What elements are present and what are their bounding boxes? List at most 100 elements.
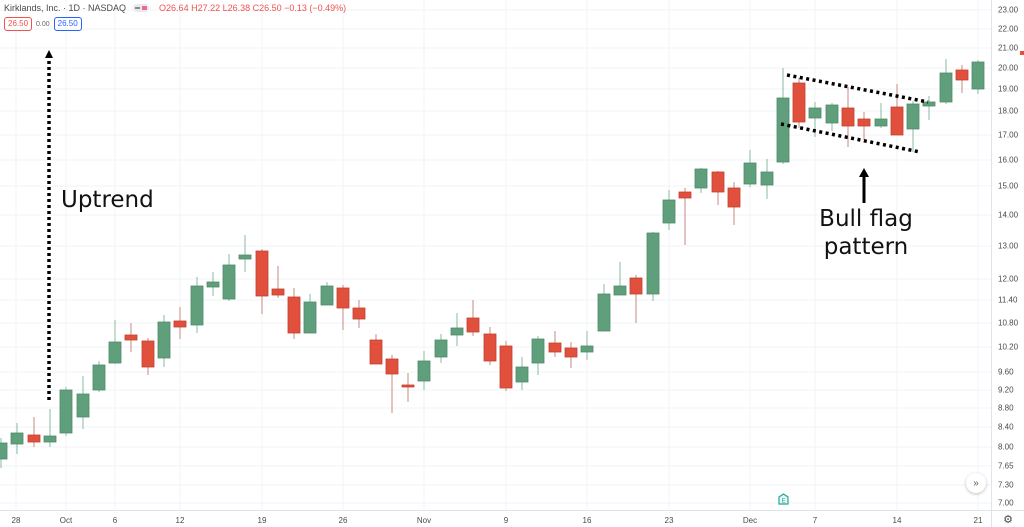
- candle[interactable]: [352, 300, 366, 328]
- candle[interactable]: [417, 351, 431, 390]
- candle[interactable]: [483, 327, 497, 365]
- candles: [0, 59, 985, 468]
- price-axis-label: 12.00: [998, 274, 1019, 284]
- candle[interactable]: [108, 320, 122, 364]
- candle[interactable]: [955, 65, 969, 93]
- candle[interactable]: [792, 78, 806, 128]
- candle[interactable]: [743, 150, 757, 187]
- candle[interactable]: [320, 282, 334, 306]
- last-price-marker: [1020, 51, 1024, 55]
- candle[interactable]: [922, 96, 936, 120]
- candle[interactable]: [27, 417, 41, 447]
- price-axis-label: 18.00: [998, 106, 1019, 116]
- price-axis-label: 17.00: [998, 130, 1019, 140]
- candle[interactable]: [548, 331, 562, 357]
- sell-price-button[interactable]: 26.50: [4, 17, 33, 31]
- legend-toggle-icon[interactable]: [133, 4, 150, 12]
- candle[interactable]: [678, 188, 692, 245]
- candle[interactable]: [10, 423, 24, 454]
- price-axis-label: 11.40: [998, 295, 1018, 305]
- candle[interactable]: [825, 103, 839, 131]
- candle[interactable]: [401, 373, 415, 402]
- buy-price-button[interactable]: 26.50: [53, 17, 82, 31]
- price-axis[interactable]: 23.00 22.00 21.00 20.00 19.00 18.00 17.00 16.00…: [991, 0, 1024, 510]
- bid-ask-panel: 26.50 0.00 26.50: [4, 17, 82, 31]
- candle[interactable]: [434, 334, 448, 363]
- candle[interactable]: [43, 409, 57, 447]
- time-axis-label: 19: [257, 516, 267, 525]
- candle[interactable]: [173, 307, 187, 339]
- candle[interactable]: [597, 284, 611, 332]
- candle[interactable]: [206, 272, 220, 296]
- candle[interactable]: [646, 232, 660, 301]
- grid-lines: [0, 0, 991, 510]
- candle[interactable]: [369, 334, 383, 365]
- candle[interactable]: [662, 190, 676, 230]
- candle[interactable]: [857, 112, 871, 140]
- candle[interactable]: [450, 313, 464, 346]
- candle[interactable]: [385, 355, 399, 413]
- candle[interactable]: [906, 101, 920, 152]
- candle[interactable]: [92, 361, 106, 392]
- time-axis-label: 26: [338, 516, 348, 525]
- earnings-flag-icon[interactable]: E: [778, 493, 789, 505]
- time-axis-label: 12: [175, 516, 185, 525]
- candle[interactable]: [841, 87, 855, 147]
- candle[interactable]: [939, 59, 953, 104]
- candle[interactable]: [971, 60, 985, 94]
- time-axis-label: 6: [112, 516, 118, 525]
- candle[interactable]: [76, 376, 90, 429]
- price-axis-label: 8.40: [998, 422, 1014, 432]
- candle[interactable]: [613, 262, 627, 296]
- candle[interactable]: [499, 341, 513, 391]
- candle[interactable]: [287, 288, 301, 339]
- price-axis-label: 19.00: [998, 84, 1019, 94]
- bull-flag-label: Bull flag pattern: [811, 205, 921, 261]
- symbol-title[interactable]: Kirklands, Inc. · 1D · NASDAQ: [4, 3, 127, 13]
- candle[interactable]: [271, 266, 285, 298]
- candle[interactable]: [694, 168, 708, 193]
- price-axis-label: 23.00: [998, 5, 1019, 15]
- price-axis-label: 8.00: [998, 442, 1014, 452]
- candle[interactable]: [776, 68, 790, 164]
- candle[interactable]: [336, 285, 350, 330]
- candle[interactable]: [890, 84, 904, 136]
- candle[interactable]: [466, 300, 480, 336]
- drawings: [45, 50, 929, 400]
- candle[interactable]: [531, 336, 545, 375]
- flag-trendline[interactable]: [786, 73, 929, 104]
- candle[interactable]: [222, 254, 236, 301]
- candle[interactable]: [0, 438, 8, 468]
- spread-value: 0.00: [36, 20, 50, 28]
- flag-trendline[interactable]: [780, 122, 921, 154]
- candle[interactable]: [580, 331, 594, 360]
- candle[interactable]: [564, 342, 578, 368]
- candle[interactable]: [515, 357, 529, 390]
- time-axis-label: 7: [812, 516, 818, 525]
- candle[interactable]: [141, 338, 155, 375]
- price-axis-label: 15.00: [998, 181, 1019, 191]
- candle[interactable]: [760, 159, 774, 199]
- candle[interactable]: [303, 294, 317, 334]
- time-axis-label: 28: [11, 516, 21, 525]
- candle[interactable]: [629, 275, 643, 323]
- time-axis[interactable]: 28 Oct 6 12 19 26 Nov 9 16 23 Dec 7 14 21: [0, 510, 991, 527]
- candle[interactable]: [255, 249, 269, 314]
- candle[interactable]: [157, 315, 171, 367]
- candle[interactable]: [874, 103, 888, 128]
- candle[interactable]: [190, 277, 204, 333]
- price-axis-label: 7.30: [998, 480, 1014, 490]
- time-axis-label: Oct: [59, 516, 73, 525]
- candle[interactable]: [124, 323, 138, 352]
- time-axis-label: 16: [582, 516, 592, 525]
- candle[interactable]: [238, 235, 252, 272]
- price-axis-label: 9.20: [998, 385, 1014, 395]
- scroll-to-realtime-button[interactable]: »: [966, 473, 986, 493]
- candle[interactable]: [727, 182, 741, 225]
- uptrend-arrow-head-icon: [45, 50, 53, 58]
- candle[interactable]: [711, 171, 725, 205]
- settings-gear-icon[interactable]: ⚙: [991, 510, 1024, 527]
- candle[interactable]: [59, 387, 73, 436]
